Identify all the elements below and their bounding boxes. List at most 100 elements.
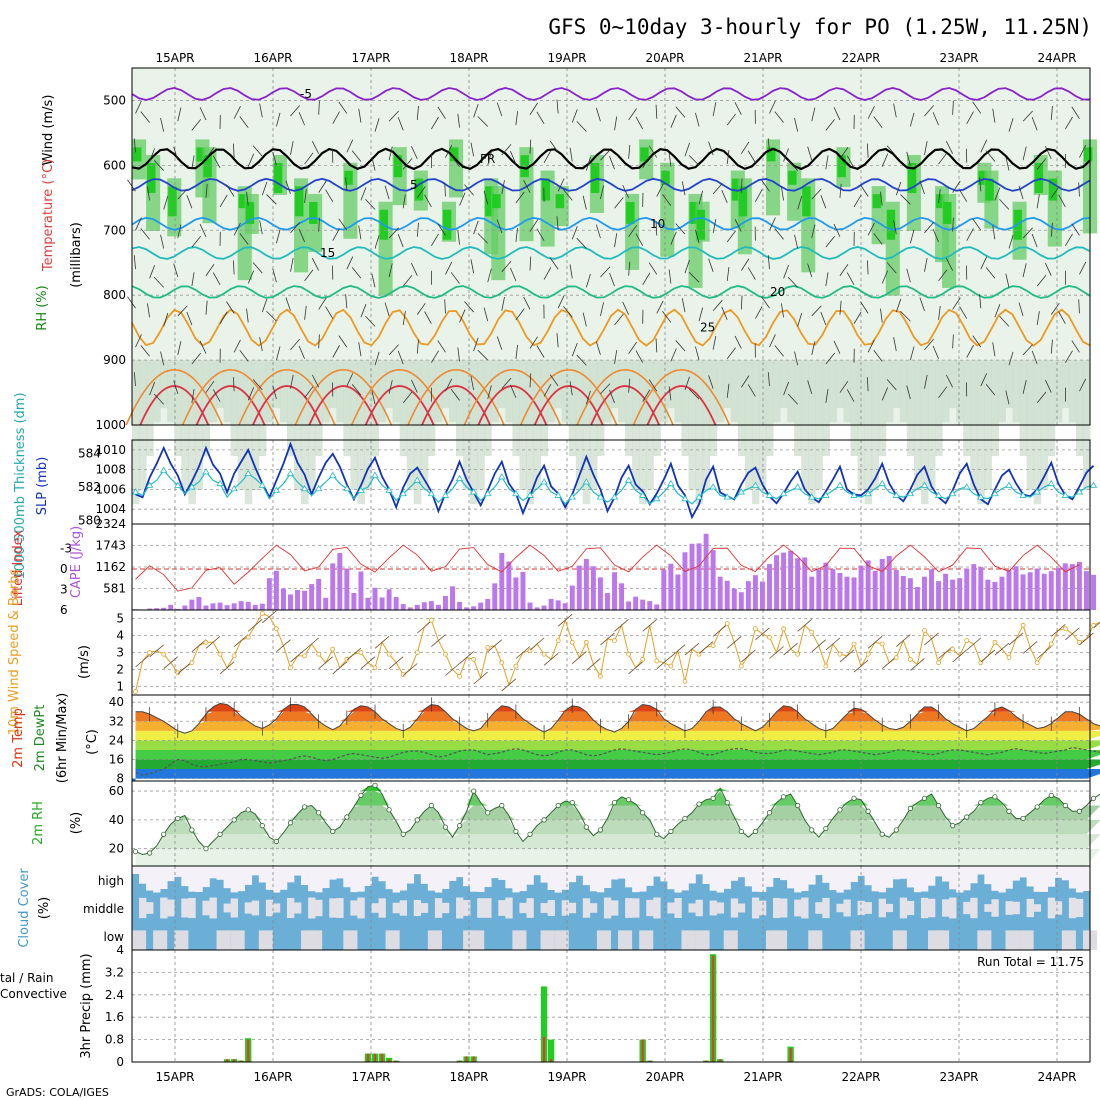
thickness-point (793, 483, 802, 490)
rh-shade-low-96 (808, 360, 816, 505)
upper-wind-barb (999, 315, 1010, 327)
cloud-mid-cell (265, 899, 274, 917)
upper-wind-barb (473, 337, 479, 352)
wind10-barb (924, 632, 939, 646)
precip-conv-bar (719, 1059, 722, 1062)
cloud-high-cell (667, 866, 675, 890)
thickness-point (526, 491, 534, 498)
cape-bar (703, 533, 709, 610)
upper-wind-barb (585, 273, 591, 288)
rh-shade-low-108 (892, 360, 901, 409)
upper-wind-barb (173, 146, 179, 161)
cape-bar (774, 555, 780, 610)
cloud-high-cell (512, 866, 520, 893)
rh2m-point (935, 802, 942, 809)
upper-wind-barb (909, 112, 915, 127)
upper-wind-barb (285, 297, 291, 311)
thickness-point (610, 493, 619, 500)
upper-wind-barb (529, 139, 532, 154)
cloud-high-cell (244, 866, 253, 885)
upper-wind-barb (769, 100, 776, 114)
upper-wind-barb (774, 228, 784, 240)
wind10-point (302, 653, 307, 659)
label-rh2m: 2m RH (31, 801, 46, 845)
cloud-high-cell (505, 866, 513, 889)
wind10-barb (346, 647, 362, 661)
precip-conv-bar (705, 1060, 708, 1062)
cloud-low-cell (695, 930, 710, 950)
rh-shade-high-55 (520, 155, 529, 178)
upper-wind-barb (311, 257, 320, 271)
upper-wind-barb (571, 226, 578, 240)
upper-wind-barb (999, 198, 1010, 210)
cape-bar (203, 605, 209, 610)
wind10-point (527, 648, 533, 654)
cloud-high-cell (470, 866, 478, 892)
p1-ytick-800: 800 (103, 288, 126, 302)
wind10-barb (276, 639, 291, 653)
upper-wind-barb (332, 345, 340, 358)
upper-wind-barb (886, 145, 897, 157)
top-date-16APR: 16APR (253, 51, 292, 65)
rh-shade-high-58 (541, 178, 551, 201)
precip-conv-bar (247, 1039, 250, 1062)
upper-wind-barb (397, 350, 404, 365)
rh-shade-high-37 (393, 155, 403, 178)
cloud-low-cell (132, 930, 147, 950)
upper-wind-barb (945, 257, 953, 271)
rh-shade-low-68 (611, 360, 619, 409)
thickness-point (836, 481, 844, 488)
cape-bar (407, 607, 413, 610)
upper-wind-barb (371, 390, 376, 405)
upper-wind-barb (135, 100, 142, 114)
upper-wind-barb (233, 377, 235, 392)
upper-wind-barb (712, 183, 723, 195)
upper-wind-barb (1022, 380, 1027, 394)
upper-wind-barb (247, 387, 255, 401)
rh-shade-low-14 (230, 360, 239, 457)
upper-wind-barb (712, 219, 717, 233)
cloud-low-cell (850, 930, 865, 950)
upper-wind-barb (318, 297, 327, 310)
rh-shade-high-128 (1034, 162, 1044, 193)
rh-shade-low-32 (357, 360, 365, 505)
p8-ytick-0.8: 0.8 (105, 1033, 124, 1047)
cape-bar (1013, 566, 1019, 610)
wind10-barb (149, 644, 164, 658)
upper-wind-barb (1022, 344, 1033, 356)
cape-bar (471, 606, 477, 610)
surface-isotherm2-7 (520, 369, 618, 426)
upper-wind-barb (416, 222, 419, 237)
upper-wind-barb (582, 312, 587, 327)
upper-wind-barb (655, 104, 658, 119)
upper-wind-barb (734, 335, 742, 349)
upper-wind-barb (153, 276, 164, 288)
upper-wind-barb (371, 156, 376, 171)
cloud-high-cell (181, 866, 189, 887)
cloud-mid-cell (801, 897, 809, 919)
upper-wind-barb (338, 218, 348, 231)
rh2m-point (893, 827, 899, 833)
wind10-barb (248, 618, 263, 632)
upper-wind-barb (695, 112, 700, 127)
precip-conv-bar (226, 1059, 229, 1062)
cloud-low-cell (343, 930, 358, 950)
cape-bar (823, 562, 829, 610)
surface-isotherm-4 (364, 385, 435, 426)
upper-wind-barb (346, 373, 354, 387)
cloud-low-cell (892, 930, 907, 950)
cloud-mid-cell (336, 898, 344, 918)
upper-wind-barb (1022, 227, 1033, 239)
cape-bar (689, 543, 695, 610)
wind10-barb (839, 649, 855, 663)
rh2m-point (513, 828, 519, 835)
cloud-high-cell (970, 866, 978, 884)
cape-bar (583, 558, 589, 610)
upper-wind-barb (191, 272, 195, 287)
rh2m-point (485, 810, 491, 816)
upper-wind-barb (972, 218, 982, 231)
upper-wind-barb (529, 256, 532, 271)
surface-isotherm-5 (421, 385, 491, 426)
upper-wind-barb (177, 188, 188, 200)
upper-wind-barb (614, 350, 618, 365)
